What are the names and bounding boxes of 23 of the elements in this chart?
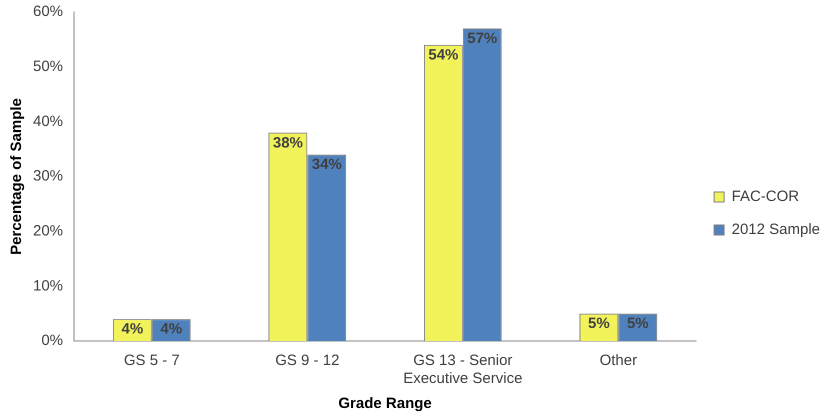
x-tick-label: GS 5 - 7 — [124, 352, 180, 370]
data-label: 4% — [160, 320, 182, 338]
x-tick-label: GS 13 - Senior Executive Service — [403, 352, 522, 388]
y-tick-label: 50% — [32, 58, 64, 75]
x-tick-label: Other — [600, 352, 638, 370]
y-tick-label: 30% — [32, 168, 64, 185]
data-label: 54% — [428, 46, 458, 64]
data-label: 5% — [588, 315, 610, 332]
data-label: 57% — [467, 30, 498, 48]
x-axis-title: Grade Range — [338, 395, 432, 412]
legend-label: FAC-COR — [732, 188, 800, 206]
y-tick-label: 20% — [32, 222, 64, 240]
y-axis-title: Percentage of Sample — [8, 98, 26, 255]
data-label: 5% — [626, 315, 649, 332]
x-tick-label: GS 9 - 12 — [275, 352, 340, 370]
data-label: 4% — [122, 320, 144, 338]
y-tick-label: 0% — [41, 332, 64, 350]
data-label: 34% — [312, 156, 342, 174]
y-tick-label: 10% — [32, 277, 64, 294]
legend-label: 2012 Sample — [732, 221, 820, 238]
y-tick-label: 60% — [32, 3, 64, 20]
data-label: 38% — [272, 134, 303, 152]
y-tick-label: 40% — [32, 112, 64, 130]
